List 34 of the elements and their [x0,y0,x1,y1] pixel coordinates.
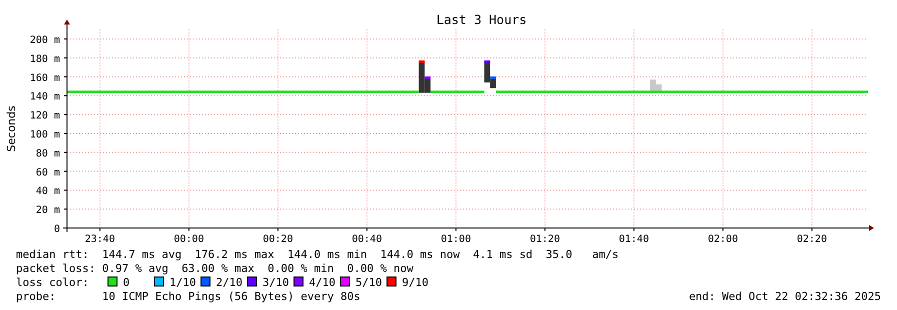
text: median rtt: 144.7 ms avg 176.2 ms max 144.0 ms min 144.0 ms now 4.1 ms sd 35.0 am/s [16,248,619,261]
legend-label: 9/10 [402,276,428,289]
x-tick-label: 01:20 [530,234,560,245]
y-tick-label: 140 m [30,92,60,103]
legend-label: 5/10 [356,276,382,289]
legend-title: loss color: [16,276,89,289]
legend-label: 4/10 [309,276,336,289]
legend-label: 2/10 [216,276,242,289]
text: probe: 10 ICMP Echo Pings (56 Bytes) every 80s [16,290,360,303]
chart-title: Last 3 Hours [436,12,527,27]
y-tick-label: 100 m [30,129,60,140]
y-axis-title: Seconds [5,105,18,152]
x-tick-label: 01:00 [440,234,471,245]
y-tick-label: 160 m [30,72,60,84]
x-tick-label: 02:20 [796,234,827,245]
y-tick-label: 60 m [36,167,60,178]
y-tick-label: 120 m [30,110,60,122]
x-tick-label: 00:20 [262,234,293,245]
y-tick-label: 200 m [30,34,60,46]
text: end: Wed Oct 22 02:32:36 2025 [688,290,881,303]
legend-label: 1/10 [170,276,196,289]
x-tick-label: 00:00 [174,234,204,245]
x-tick-label: 01:40 [618,234,649,245]
x-tick-label: 23:40 [84,234,115,245]
legend-label: 0 [123,276,130,289]
y-tick-label: 20 m [36,205,60,216]
x-tick-label: 02:00 [708,234,738,245]
y-tick-label: 40 m [36,186,60,198]
legend-label: 3/10 [262,276,289,289]
text: packet loss: 0.97 % avg 63.00 % max 0.00 % min 0.00 % now [16,262,414,275]
y-tick-label: 180 m [30,54,60,65]
y-tick-label: 80 m [36,148,60,160]
y-tick-label: 0 [54,224,60,235]
x-tick-label: 00:40 [352,234,382,245]
